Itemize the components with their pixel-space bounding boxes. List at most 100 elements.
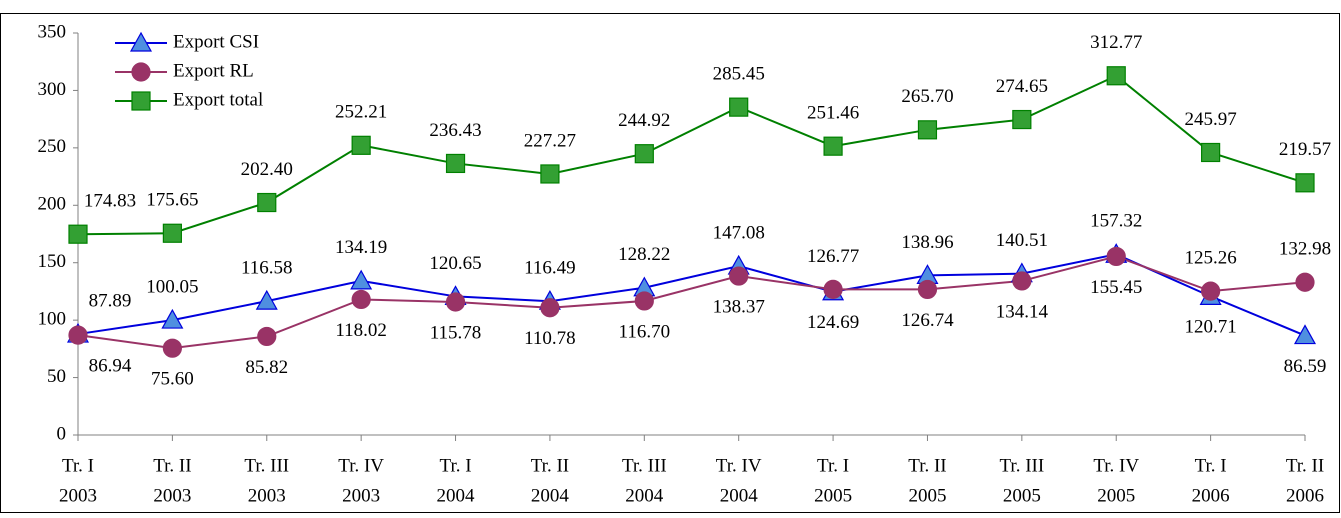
point — [1295, 173, 1315, 193]
point — [1012, 109, 1032, 130]
data-label: 134.14 — [996, 301, 1049, 322]
data-label: 116.70 — [619, 321, 671, 342]
point — [162, 338, 182, 358]
series-line — [77, 253, 1306, 337]
data-label: 124.69 — [807, 312, 859, 333]
data-label: 245.97 — [1184, 109, 1236, 130]
point — [1012, 271, 1032, 291]
y-tick-label: 350 — [38, 21, 67, 42]
data-label: 100.05 — [146, 276, 198, 297]
data-label: 126.77 — [807, 246, 859, 267]
x-tick-label: 2004 — [720, 485, 759, 506]
data-label: 244.92 — [618, 110, 670, 131]
point — [255, 289, 278, 310]
data-label: 251.46 — [807, 103, 859, 124]
point — [257, 326, 277, 347]
point — [917, 279, 938, 300]
y-tick-label: 300 — [38, 79, 67, 100]
series-line — [77, 255, 1306, 350]
series-line — [77, 74, 1306, 236]
point — [823, 136, 843, 156]
x-tick-label: Tr. II — [531, 455, 569, 476]
data-label: 132.98 — [1279, 239, 1331, 260]
data-label: 116.58 — [241, 257, 293, 278]
point — [161, 308, 184, 329]
data-label: 312.77 — [1090, 32, 1142, 53]
x-tick-label: 2005 — [1097, 485, 1135, 506]
point — [162, 223, 182, 243]
point — [634, 291, 654, 311]
x-tick-label: Tr. III — [999, 455, 1044, 476]
point — [1106, 246, 1126, 267]
data-label: 118.02 — [335, 320, 387, 341]
y-tick-label: 50 — [47, 366, 66, 387]
data-label: 138.96 — [901, 232, 953, 253]
x-tick-label: 2006 — [1192, 485, 1230, 506]
legend-marker — [129, 31, 153, 52]
y-tick-label: 100 — [38, 309, 67, 330]
y-tick-label: 250 — [38, 136, 67, 157]
x-tick-label: Tr. II — [153, 455, 191, 476]
data-label: 75.60 — [151, 369, 194, 390]
data-label: 265.70 — [901, 86, 953, 107]
x-tick-label: 2006 — [1286, 485, 1324, 506]
data-label: 174.83 — [84, 191, 136, 212]
data-label: 236.43 — [429, 120, 481, 141]
x-tick-label: Tr. II — [1286, 455, 1324, 476]
data-label: 128.22 — [618, 244, 670, 265]
data-label: 87.89 — [89, 290, 132, 311]
x-tick-label: 2005 — [814, 485, 852, 506]
point — [540, 298, 560, 318]
data-label: 147.08 — [713, 222, 765, 243]
data-label: 110.78 — [524, 328, 576, 349]
x-tick-label: Tr. I — [62, 455, 94, 476]
data-label: 125.26 — [1184, 247, 1236, 268]
legend-label: Export RL — [173, 60, 254, 81]
point — [68, 224, 88, 244]
data-label: 86.94 — [89, 356, 132, 377]
point — [729, 266, 749, 286]
x-tick-label: Tr. I — [817, 455, 849, 476]
x-tick-label: 2004 — [437, 485, 476, 506]
x-tick-label: 2003 — [248, 485, 286, 506]
legend-marker — [131, 91, 151, 111]
point — [257, 192, 277, 213]
point — [823, 279, 843, 299]
data-label: 86.59 — [1284, 356, 1327, 377]
point — [1293, 324, 1317, 345]
point — [917, 120, 938, 140]
point — [445, 292, 466, 312]
data-label: 138.37 — [713, 296, 765, 317]
x-tick-label: Tr. II — [908, 455, 946, 476]
data-label: 252.21 — [335, 102, 387, 123]
x-tick-label: 2004 — [625, 485, 664, 506]
x-tick-label: Tr. III — [244, 455, 289, 476]
point — [634, 144, 654, 164]
data-label: 285.45 — [713, 63, 765, 84]
data-label: 116.49 — [524, 258, 576, 279]
point — [729, 97, 749, 117]
point — [1106, 66, 1126, 86]
data-label: 140.51 — [996, 230, 1048, 251]
data-label: 219.57 — [1279, 139, 1331, 160]
y-tick-label: 150 — [38, 251, 67, 272]
data-label: 157.32 — [1090, 211, 1142, 232]
x-tick-label: 2003 — [153, 485, 191, 506]
x-tick-label: Tr. IV — [716, 455, 762, 476]
data-label: 126.74 — [901, 310, 954, 331]
data-label: 120.71 — [1184, 317, 1236, 338]
point — [351, 289, 371, 310]
data-label: 120.65 — [429, 253, 481, 274]
x-tick-label: 2005 — [1003, 485, 1041, 506]
point — [351, 135, 371, 155]
x-tick-label: 2003 — [342, 485, 380, 506]
x-tick-label: Tr. I — [440, 455, 472, 476]
x-tick-label: Tr. III — [622, 455, 667, 476]
data-label: 175.65 — [146, 190, 198, 211]
data-label: 202.40 — [241, 159, 293, 180]
point — [68, 325, 88, 345]
point — [1201, 142, 1221, 163]
data-label: 227.27 — [524, 130, 576, 151]
data-label: 85.82 — [245, 357, 288, 378]
